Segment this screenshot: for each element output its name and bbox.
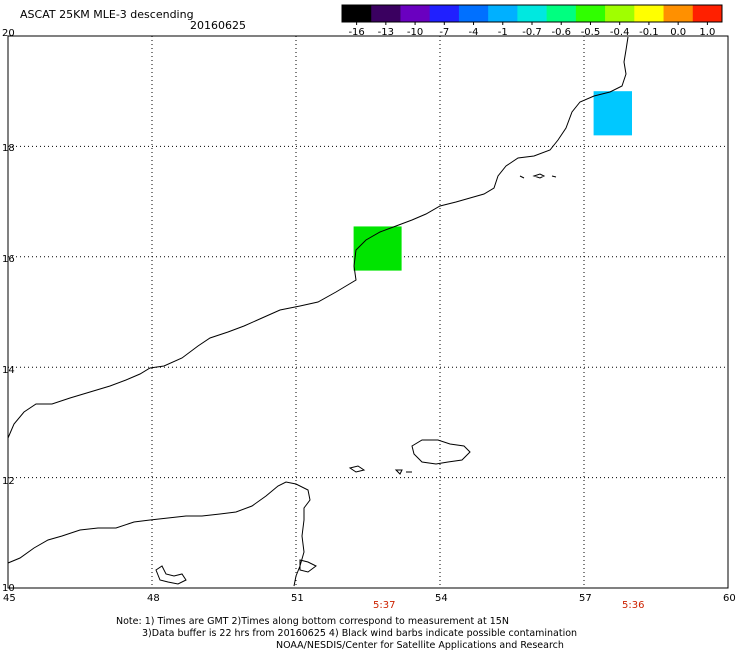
coastline — [7, 36, 629, 587]
colorbar-swatch — [458, 5, 489, 22]
kuria-muria-islands — [519, 173, 557, 179]
colorbar-swatch — [517, 5, 548, 22]
colorbar-label: -10 — [407, 27, 423, 38]
socotra-island — [411, 439, 471, 465]
brothers-islands — [348, 465, 412, 475]
graticule — [8, 36, 728, 588]
footnote-line-2: 3)Data buffer is 22 hrs from 20160625 4)… — [142, 628, 577, 639]
lat-label: 14 — [2, 365, 15, 376]
colorbar-swatch — [400, 5, 431, 22]
guardafui-islet — [299, 559, 317, 573]
chart-title: ASCAT 25KM MLE-3 descending — [20, 8, 194, 21]
colorbar-label: -7 — [439, 27, 449, 38]
colorbar-label: -13 — [378, 27, 394, 38]
colorbar-swatch — [605, 5, 635, 22]
colorbar-label: -0.4 — [610, 27, 630, 38]
pass-time-label: 5:37 — [373, 600, 395, 611]
colorbar-label: -4 — [469, 27, 479, 38]
lat-label: 10 — [2, 583, 15, 594]
colorbar-label: 0.0 — [670, 27, 686, 38]
lon-label: 57 — [579, 593, 592, 604]
colorbar-swatch — [371, 5, 401, 22]
colorbar-label: -16 — [348, 27, 364, 38]
data-cell — [593, 91, 632, 136]
footnote-line-3: NOAA/NESDIS/Center for Satellite Applica… — [276, 640, 564, 650]
colorbar-label: -1 — [498, 27, 508, 38]
colorbar-swatch — [663, 5, 694, 22]
colorbar-swatch — [692, 5, 723, 22]
lon-label: 54 — [435, 593, 448, 604]
colorbar-swatch — [546, 5, 577, 22]
colorbar-label: 1.0 — [699, 27, 715, 38]
longitude-labels: 45 48 51 54 57 60 — [3, 593, 736, 604]
arabian-coastline — [7, 36, 629, 439]
pass-time-label: 5:36 — [622, 600, 644, 611]
somali-coastline — [7, 481, 311, 587]
colorbar: -16 -13 -10 -7 -4 -1 -0.7 -0.6 -0.5 -0.4 -0.1 0.0 1.… — [341, 4, 723, 38]
colorbar-swatch — [488, 5, 518, 22]
colorbar-swatch — [429, 5, 460, 22]
lat-label: 18 — [2, 143, 15, 154]
colorbar-swatch — [634, 5, 665, 22]
colorbar-swatch — [342, 5, 372, 22]
lat-label: 16 — [2, 254, 15, 265]
colorbar-label: -0.6 — [551, 27, 571, 38]
lon-label: 45 — [3, 593, 16, 604]
colorbar-label: -0.7 — [522, 27, 542, 38]
latitude-labels: 20 18 16 14 12 10 — [2, 28, 15, 594]
data-cells — [353, 91, 632, 271]
lat-label: 12 — [2, 476, 15, 487]
plot-frame — [7, 35, 729, 589]
lat-label: 20 — [2, 28, 15, 39]
colorbar-label: -0.1 — [639, 27, 659, 38]
lon-label: 60 — [723, 593, 736, 604]
colorbar-label: -0.5 — [581, 27, 601, 38]
date-label: 20160625 — [190, 19, 246, 32]
colorbar-swatch — [575, 5, 606, 22]
lon-label: 51 — [291, 593, 304, 604]
lon-label: 48 — [147, 593, 160, 604]
footnote-line-1: Note: 1) Times are GMT 2)Times along bot… — [116, 616, 509, 627]
small-island-cluster — [155, 565, 187, 585]
